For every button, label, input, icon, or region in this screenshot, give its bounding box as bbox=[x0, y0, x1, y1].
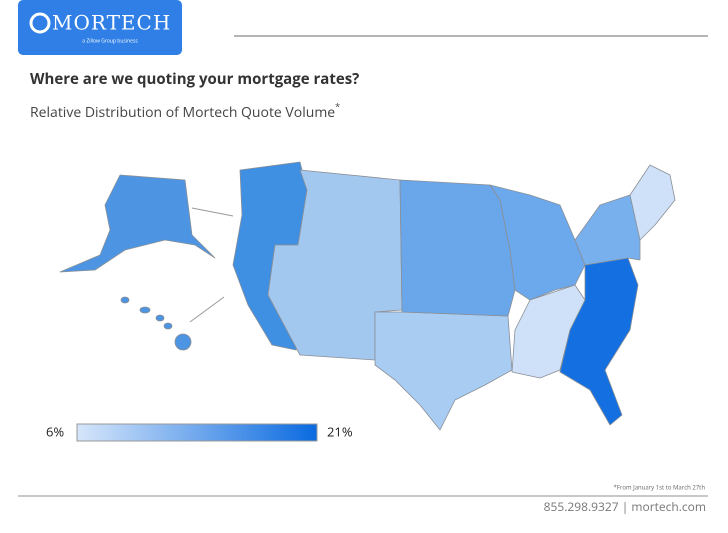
logo-text: MORTECH bbox=[52, 11, 171, 35]
title: Where are we quoting your mortgage rates… bbox=[30, 69, 359, 89]
logo-icon bbox=[29, 12, 51, 34]
region-plains bbox=[399, 179, 516, 317]
logo-box bbox=[18, 0, 182, 55]
legend-min: 6% bbox=[46, 422, 64, 440]
subtitle-text: Relative Distribution of Mortech Quote V… bbox=[30, 103, 335, 122]
region-new-england bbox=[629, 164, 676, 241]
footnote: *From January 1st to March 27th bbox=[614, 484, 706, 492]
region-alaska bbox=[59, 174, 216, 273]
legend-max: 21% bbox=[327, 422, 353, 440]
region-great-lakes bbox=[489, 184, 586, 301]
legend-scale bbox=[76, 423, 318, 442]
region-southwest bbox=[374, 311, 513, 431]
region-south-central bbox=[511, 284, 586, 379]
region-southeast bbox=[559, 257, 639, 426]
subtitle: Relative Distribution of Mortech Quote V… bbox=[30, 100, 340, 121]
region-hawaii bbox=[120, 296, 192, 351]
connector bbox=[189, 296, 225, 323]
logo-tagline: a Zillow Group business bbox=[82, 38, 138, 44]
connector bbox=[191, 207, 234, 217]
us-map bbox=[59, 161, 676, 431]
region-mid-atlantic bbox=[574, 194, 641, 266]
footer: 855.298.9327 | mortech.com bbox=[544, 498, 706, 515]
subtitle-mark: * bbox=[335, 100, 340, 113]
